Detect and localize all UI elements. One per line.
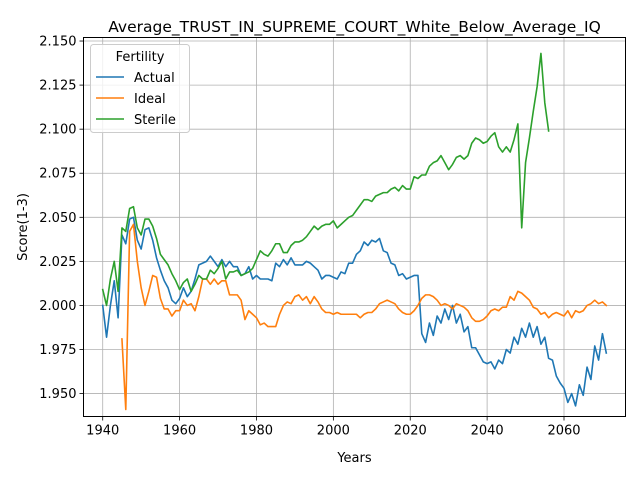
x-tick-label: 2060 bbox=[547, 424, 580, 439]
y-tick-label: 1.950 bbox=[39, 387, 76, 402]
y-tick-label: 2.000 bbox=[39, 299, 76, 314]
plot-frame bbox=[83, 37, 626, 417]
y-tick-label: 2.075 bbox=[39, 167, 76, 182]
x-tick-label: 1940 bbox=[86, 424, 119, 439]
grid-lines bbox=[83, 37, 626, 417]
x-tick-label: 1980 bbox=[240, 424, 273, 439]
series-line-sterile bbox=[101, 52, 550, 307]
x-tick-label: 2020 bbox=[394, 424, 427, 439]
legend-box bbox=[90, 44, 190, 133]
x-tick-label: 1960 bbox=[163, 424, 196, 439]
legend-label-ideal: Ideal bbox=[134, 92, 166, 107]
y-tick-label: 2.100 bbox=[39, 123, 76, 138]
x-tick-label: 2040 bbox=[471, 424, 504, 439]
y-tick-label: 2.125 bbox=[39, 79, 76, 94]
series-line-actual bbox=[101, 216, 608, 407]
y-tick-label: 2.025 bbox=[39, 255, 76, 270]
x-tick-label: 2000 bbox=[317, 424, 350, 439]
chart-title: Average_TRUST_IN_SUPREME_COURT_White_Bel… bbox=[108, 18, 601, 37]
legend: Fertility Actual Ideal Sterile bbox=[90, 44, 190, 133]
x-axis-title: Years bbox=[336, 451, 372, 466]
legend-label-actual: Actual bbox=[134, 71, 175, 86]
y-axis-title: Score(1-3) bbox=[16, 193, 31, 261]
y-tick-label: 1.975 bbox=[39, 343, 76, 358]
y-tick-label: 2.150 bbox=[39, 35, 76, 50]
legend-label-sterile: Sterile bbox=[134, 113, 176, 128]
legend-title: Fertility bbox=[116, 50, 165, 65]
axis-ticks: 1940 1960 1980 2000 2020 2040 2060 1.950 1.975 2.… bbox=[39, 35, 580, 439]
series-lines bbox=[101, 52, 608, 411]
y-tick-label: 2.050 bbox=[39, 211, 76, 226]
